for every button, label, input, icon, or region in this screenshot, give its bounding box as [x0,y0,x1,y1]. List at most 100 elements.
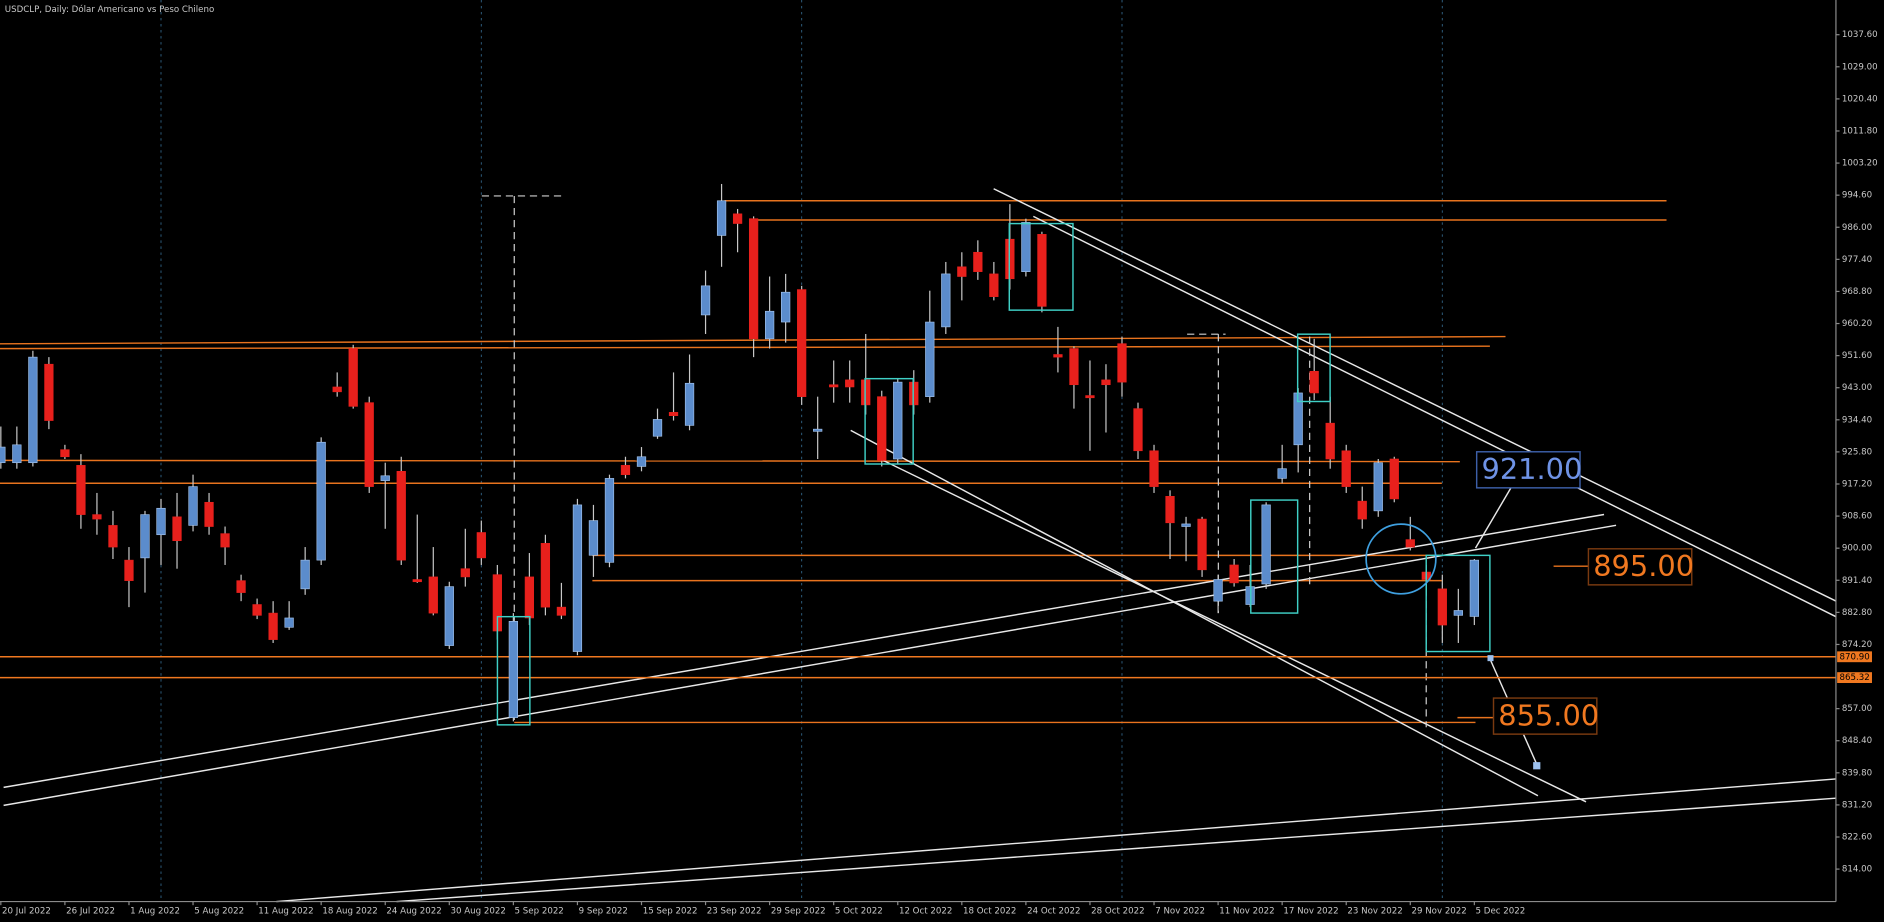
candle-body [12,444,22,464]
candle-body [941,273,951,328]
candle-body [316,441,326,561]
candle-body [476,532,486,559]
y-tick-label: 831.20 [1842,800,1872,810]
x-tick-label: 5 Dec 2022 [1476,907,1526,917]
x-tick-label: 9 Sep 2022 [579,907,628,917]
candle-body [396,471,406,561]
candle-body [1309,370,1319,394]
candle-body [1325,422,1335,460]
candle-body [652,419,663,437]
candle-body [1229,564,1239,584]
candle-body [716,200,727,236]
candle-body [1133,408,1143,452]
x-tick-label: 5 Aug 2022 [194,907,244,917]
candle-body [60,449,70,458]
x-tick-label: 5 Sep 2022 [515,907,564,917]
candle-body [1165,496,1175,524]
candle-body [957,266,967,277]
candles [0,183,1479,722]
candle-body [140,514,150,559]
y-tick-label: 1020.40 [1842,94,1878,104]
candle-body [1053,354,1063,358]
x-tick-label: 15 Sep 2022 [643,907,698,917]
candle-body [444,586,454,646]
annotation-label: 855.00 [1498,698,1599,732]
candle-body [684,382,695,426]
y-tick-label: 934.40 [1842,415,1872,425]
y-tick-label: 1037.60 [1842,30,1878,40]
candle-body [124,559,134,581]
candle-body [380,475,390,481]
candle-body [748,218,759,340]
candle-body [829,384,839,388]
candle-body [236,580,246,593]
candle-body [604,478,615,563]
y-tick-label: 857.00 [1842,704,1872,714]
trend-line [3,513,1605,789]
candle-body [1437,588,1447,626]
y-tick-label: 1029.00 [1842,62,1878,72]
arrow-head [1487,655,1494,662]
candle-body [540,543,551,608]
y-tick-label: 977.40 [1842,255,1872,265]
y-tick-label: 986.00 [1842,223,1872,233]
y-tick-label: 839.80 [1842,768,1872,778]
highlight-box [1008,222,1074,311]
highlight-box [1296,333,1331,403]
trend-line [1032,215,1837,618]
candle-body [1213,579,1223,602]
candle-body [76,465,86,515]
candle-body [44,363,54,421]
candle-body [284,617,294,628]
x-tick-label: 18 Aug 2022 [322,907,377,917]
candle-body [220,533,230,548]
x-tick-label: 26 Jul 2022 [66,907,115,917]
candle-body [92,514,102,520]
candle-body [268,612,278,640]
trend-line [396,797,1836,903]
candle-body [588,520,599,556]
y-tick-label: 943.00 [1842,383,1872,393]
horizontal-level [0,345,1490,350]
x-tick-label: 29 Sep 2022 [771,907,826,917]
x-tick-label: 11 Nov 2022 [1219,907,1274,917]
candle-body [1101,379,1111,386]
trend-line [276,778,1836,903]
candle-body [1341,450,1351,487]
candle-body [700,285,711,316]
candle-body [412,579,422,583]
y-tick-label: 917.20 [1842,479,1872,489]
x-tick-label: 23 Nov 2022 [1347,907,1402,917]
candle-body [1373,462,1383,512]
candle-body [636,456,647,467]
candle-body [668,412,679,417]
candle-body [845,379,855,388]
y-tick-label: 951.60 [1842,351,1872,361]
candle-body [989,273,999,297]
highlight-box [1425,554,1491,653]
horizontal-level [0,459,1460,463]
x-tick-label: 7 Nov 2022 [1155,907,1205,917]
y-tick-label: 1003.20 [1842,159,1878,169]
candle-body [1453,610,1463,616]
price-label: 865.32 [1840,673,1870,683]
candle-body [508,621,518,718]
candle-body [1085,395,1095,399]
x-tick-label: 11 Aug 2022 [258,907,313,917]
y-tick-label: 925.80 [1842,447,1872,457]
candle-body [877,396,887,461]
candle-body [1117,343,1127,383]
y-tick-label: 874.20 [1842,640,1872,650]
candle-body [188,486,198,526]
candle-body [156,507,166,536]
candle-body [204,501,214,527]
candle-body [460,568,470,578]
y-tick-label: 994.60 [1842,191,1872,201]
arrow-head [1533,762,1541,770]
trend-line [882,459,1587,803]
candle-body [1469,559,1479,617]
highlight-box [1250,499,1299,614]
candle-body [797,289,807,397]
x-tick-label: 1 Aug 2022 [130,907,180,917]
